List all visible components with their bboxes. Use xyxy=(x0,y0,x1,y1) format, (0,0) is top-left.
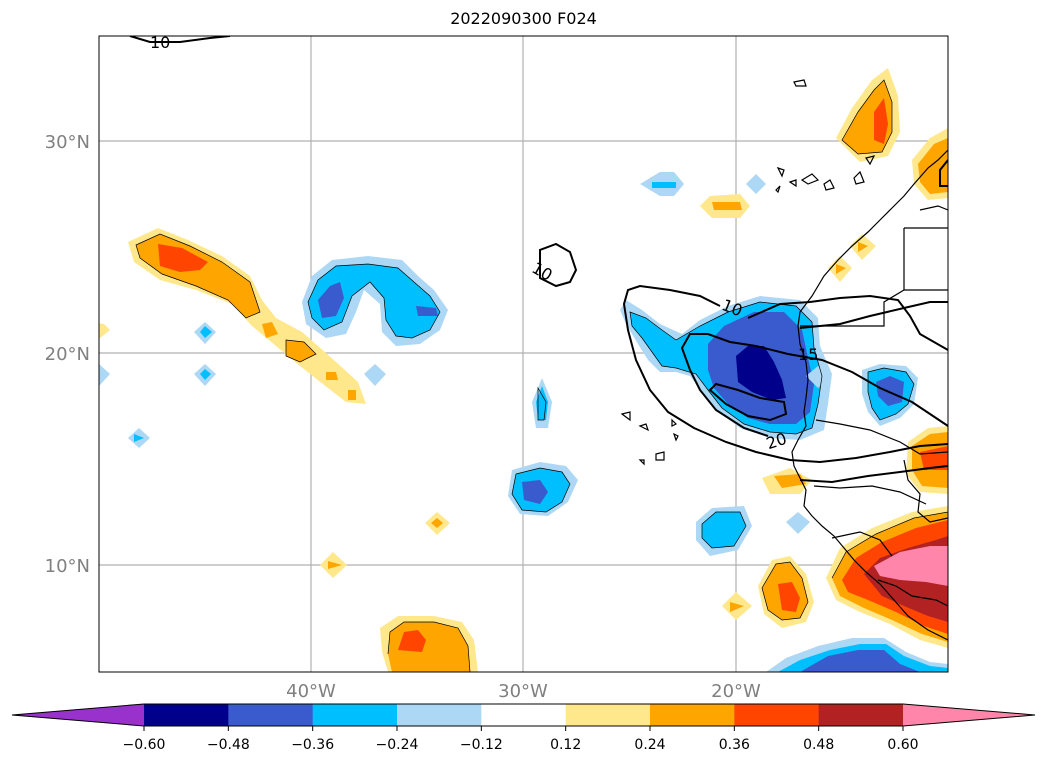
colorbar-segment xyxy=(144,704,229,726)
colorbar-tick-label: 0.24 xyxy=(634,737,665,753)
colorbar-segment xyxy=(565,704,651,726)
colorbar-segment xyxy=(228,704,314,726)
colorbar-segment xyxy=(650,704,735,726)
colorbar-tick-label: 0.48 xyxy=(803,737,834,753)
map-area: 10 10 10 15 20 xyxy=(99,33,948,672)
colorbar-tick-label: −0.60 xyxy=(123,737,166,753)
thin-contour-lines xyxy=(135,79,948,672)
colorbar-tick-label: 0.12 xyxy=(550,737,581,753)
latitude-labels: 30°N 20°N 10°N xyxy=(45,132,90,577)
colorbar-extend-max xyxy=(903,704,1035,726)
lat-label-30n: 30°N xyxy=(45,132,90,153)
filled-contours xyxy=(99,68,948,672)
lat-label-20n: 20°N xyxy=(45,344,90,365)
lon-label-30w: 30°W xyxy=(498,681,548,702)
colorbar-tick-label: 0.60 xyxy=(887,737,918,753)
colorbar-tick-label: 0.36 xyxy=(719,737,750,753)
colorbar-tick-label: −0.48 xyxy=(207,737,250,753)
contour-label: 15 xyxy=(798,345,818,364)
bold-contour-lines xyxy=(129,36,948,484)
lat-label-10n: 10°N xyxy=(45,556,90,577)
map-title: 2022090300 F024 xyxy=(450,9,597,28)
colorbar-segment xyxy=(397,704,482,726)
coastlines xyxy=(791,149,948,641)
colorbar-segment xyxy=(818,704,904,726)
contour-label: 10 xyxy=(529,258,556,285)
map-frame xyxy=(98,35,949,673)
lon-label-40w: 40°W xyxy=(286,681,336,702)
colorbar: −0.60 −0.48 −0.36 −0.24 −0.12 0.12 0.24 0.36 0.4… xyxy=(11,703,1036,753)
colorbar-extend-min xyxy=(12,704,144,726)
contour-label: 10 xyxy=(150,33,170,52)
longitude-labels: 40°W 30°W 20°W xyxy=(286,681,761,702)
colorbar-tick-label: −0.12 xyxy=(460,737,503,753)
islands xyxy=(620,79,876,466)
colorbar-segment xyxy=(734,704,820,726)
colorbar-segment xyxy=(312,704,398,726)
colorbar-segment xyxy=(481,704,567,726)
colorbar-tick-label: −0.36 xyxy=(291,737,334,753)
colorbar-tick-label: −0.24 xyxy=(376,737,419,753)
lon-label-20w: 20°W xyxy=(711,681,761,702)
